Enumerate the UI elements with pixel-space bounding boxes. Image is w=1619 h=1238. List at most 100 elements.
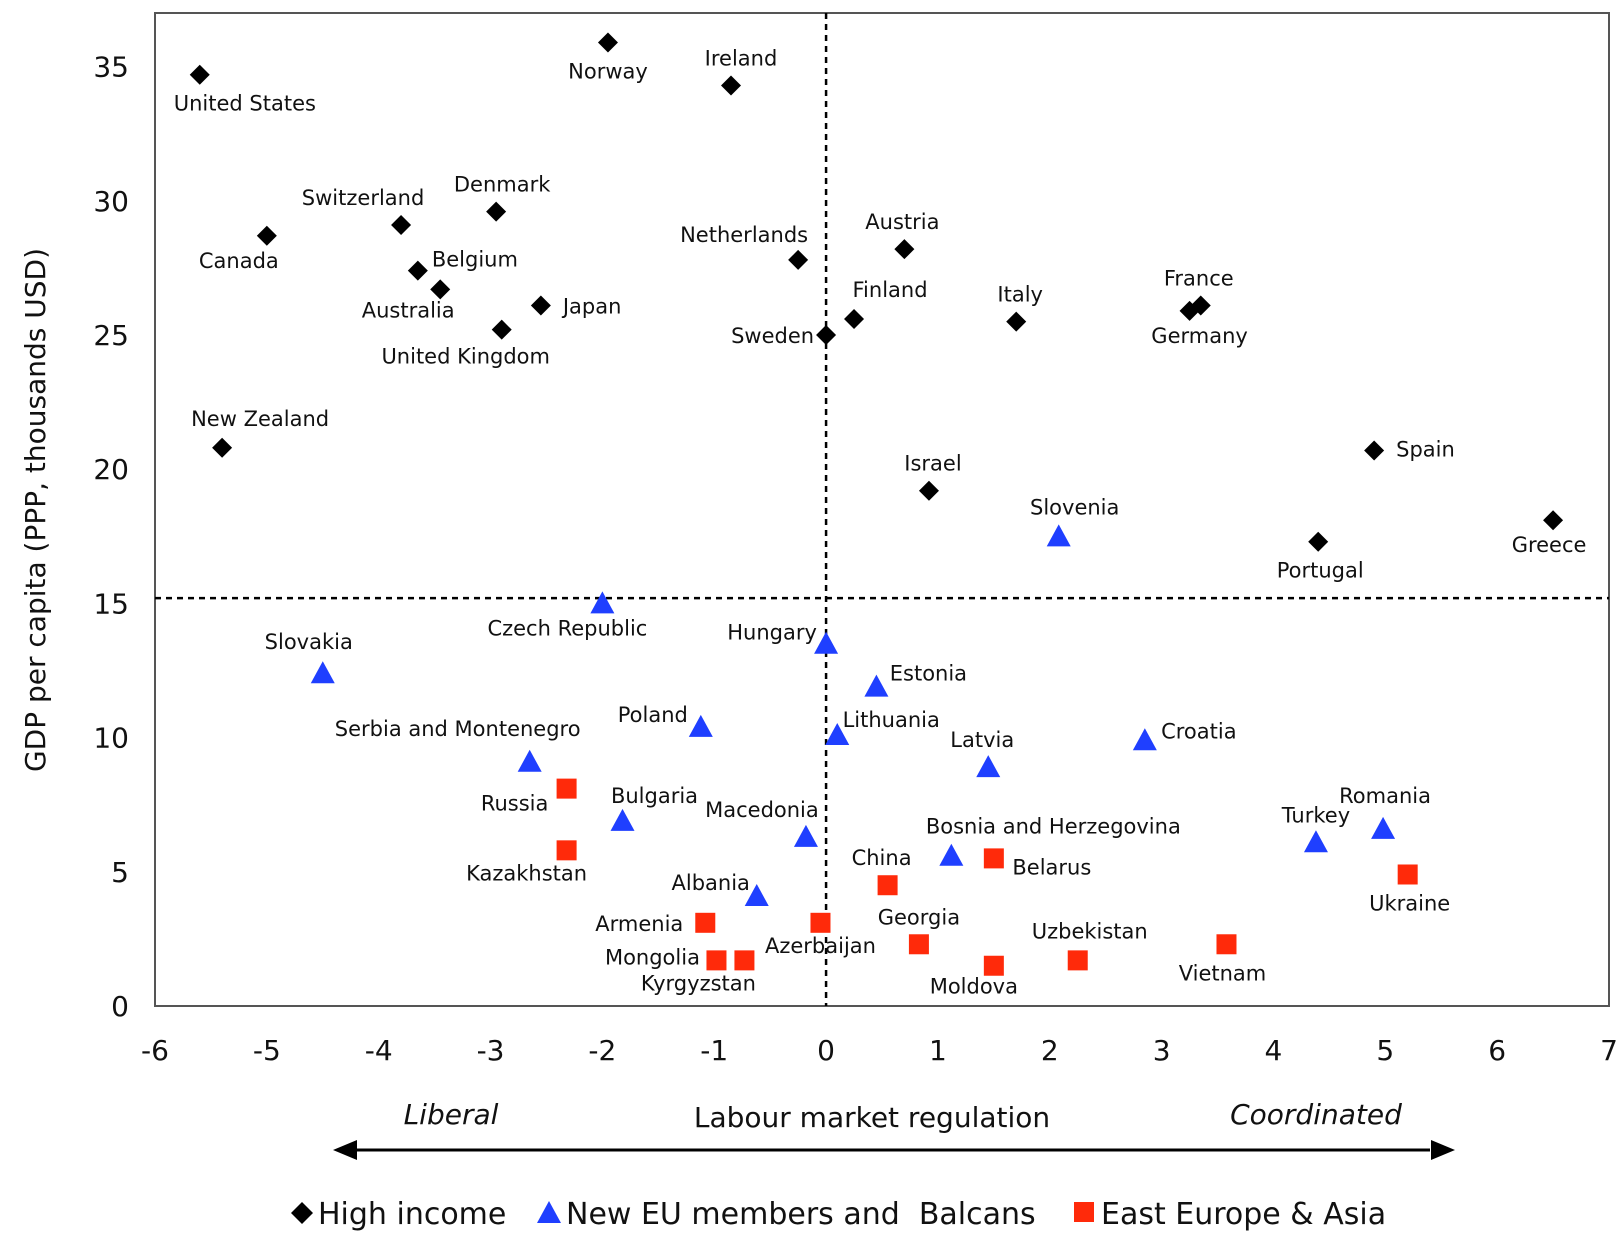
label-moldova: Moldova [930, 975, 1018, 999]
label-united-kingdom: United Kingdom [381, 345, 550, 369]
label-italy: Italy [997, 283, 1043, 307]
point-finland [844, 308, 865, 329]
x-tick-label: -3 [477, 1034, 505, 1067]
label-croatia: Croatia [1161, 719, 1237, 743]
direction-label-right: Coordinated [1230, 1098, 1402, 1131]
x-tick-label: 6 [1488, 1034, 1506, 1067]
legend-triangle-icon [537, 1201, 561, 1223]
label-austria: Austria [865, 210, 939, 234]
legend-square-icon [1074, 1202, 1094, 1222]
arrowhead-left-icon [333, 1140, 357, 1160]
point-denmark [486, 201, 507, 222]
x-tick-label: -2 [588, 1034, 616, 1067]
point-kazakhstan [556, 840, 577, 861]
label-latvia: Latvia [950, 728, 1014, 752]
point-latvia [976, 755, 1001, 778]
point-australia [430, 279, 451, 300]
legend-label-high-income: High income [318, 1197, 506, 1232]
y-tick-label: 0 [111, 990, 129, 1023]
label-canada: Canada [199, 249, 279, 273]
label-new-zealand: New Zealand [191, 407, 329, 431]
point-poland [688, 714, 713, 737]
data-point-labels: United States Norway Ireland Canada Switzerl… [174, 46, 1587, 998]
legend-label-new-eu: New EU members and Balcans [566, 1197, 1036, 1232]
label-albania: Albania [672, 871, 750, 895]
point-slovenia [1046, 524, 1071, 547]
point-czech-republic [590, 591, 615, 614]
point-serbia-and-montenegro [517, 749, 542, 772]
y-axis-title: GDP per capita (PPP, thousands USD) [19, 248, 52, 772]
legend-item-high-income: High income [291, 1197, 506, 1232]
data-points [189, 32, 1564, 976]
point-israel [918, 480, 939, 501]
label-macedonia: Macedonia [705, 798, 819, 822]
point-vietnam [1216, 934, 1237, 955]
label-poland: Poland [618, 703, 688, 727]
label-azerbaijan: Azerbaijan [765, 934, 876, 958]
point-ireland [721, 75, 742, 96]
label-sweden: Sweden [731, 324, 814, 348]
point-russia [556, 778, 577, 799]
label-uzbekistan: Uzbekistan [1032, 919, 1148, 943]
point-italy [1006, 311, 1027, 332]
y-tick-label: 10 [93, 722, 129, 755]
label-netherlands: Netherlands [680, 223, 808, 247]
point-slovakia [310, 661, 335, 684]
point-kyrgyzstan [734, 950, 755, 971]
label-spain: Spain [1396, 437, 1455, 461]
label-belarus: Belarus [1012, 855, 1091, 879]
label-greece: Greece [1512, 533, 1587, 557]
axis-ticks: -6 -5 -4 -3 -2 -1 0 1 2 3 4 5 6 7 0 5 10 15 20 25 30 35 [93, 51, 1618, 1067]
label-germany: Germany [1151, 324, 1248, 348]
label-united-states: United States [174, 92, 316, 116]
point-germany [1179, 300, 1200, 321]
label-kyrgyzstan: Kyrgyzstan [641, 971, 756, 995]
point-belgium [407, 260, 428, 281]
label-bulgaria: Bulgaria [611, 784, 698, 808]
label-israel: Israel [904, 452, 961, 476]
label-denmark: Denmark [454, 173, 551, 197]
x-tick-label: -5 [253, 1034, 281, 1067]
x-tick-label: 0 [817, 1034, 835, 1067]
x-tick-label: 4 [1265, 1034, 1283, 1067]
label-switzerland: Switzerland [302, 186, 425, 210]
label-norway: Norway [568, 60, 648, 84]
label-china: China [852, 846, 912, 870]
x-tick-label: -6 [141, 1034, 169, 1067]
point-canada [256, 225, 277, 246]
point-georgia [908, 934, 929, 955]
x-tick-label: -1 [700, 1034, 728, 1067]
direction-arrow [333, 1140, 1455, 1160]
label-lithuania: Lithuania [843, 708, 940, 732]
legend-item-new-eu: New EU members and Balcans [537, 1197, 1036, 1232]
label-serbia-and-montenegro: Serbia and Montenegro [335, 717, 581, 741]
legend-diamond-icon [291, 1202, 313, 1224]
point-netherlands [788, 249, 809, 270]
point-china [877, 875, 898, 896]
point-uzbekistan [1067, 950, 1088, 971]
point-albania [744, 883, 769, 906]
label-mongolia: Mongolia [605, 945, 700, 969]
x-tick-label: 5 [1376, 1034, 1394, 1067]
point-belarus [983, 848, 1004, 869]
y-tick-label: 15 [93, 587, 129, 620]
point-bulgaria [610, 808, 635, 831]
point-estonia [864, 674, 889, 697]
y-tick-label: 20 [93, 453, 129, 486]
point-japan [530, 295, 551, 316]
point-mongolia [706, 950, 727, 971]
point-spain [1364, 440, 1385, 461]
point-lithuania [825, 722, 850, 745]
y-tick-label: 25 [93, 319, 129, 352]
y-tick-label: 35 [93, 51, 129, 84]
label-slovenia: Slovenia [1030, 495, 1119, 519]
plot-area-frame [154, 12, 1610, 1007]
x-tick-label: 3 [1153, 1034, 1171, 1067]
point-switzerland [391, 215, 412, 236]
point-united-kingdom [491, 319, 512, 340]
label-armenia: Armenia [595, 912, 683, 936]
point-norway [597, 32, 618, 53]
label-romania: Romania [1339, 784, 1431, 808]
label-russia: Russia [481, 792, 549, 816]
